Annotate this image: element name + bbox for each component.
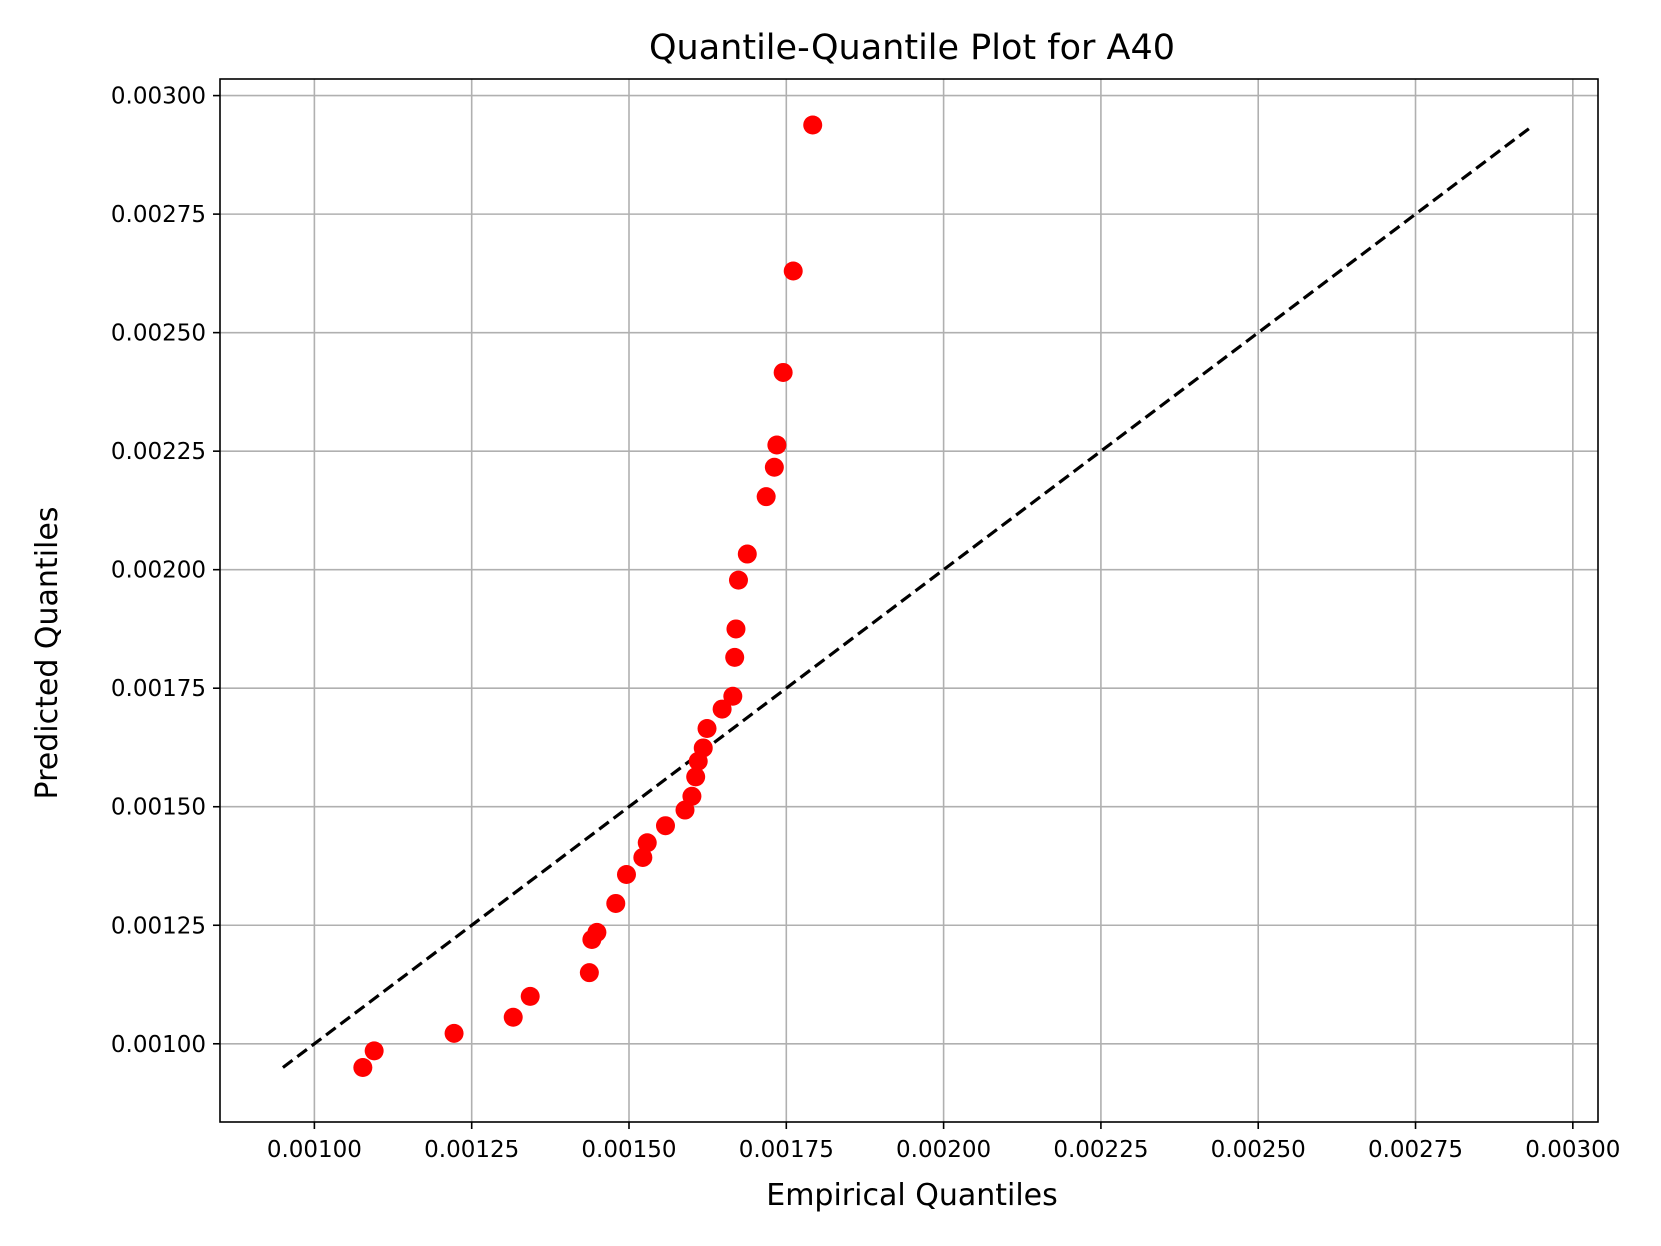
data-point bbox=[353, 1057, 373, 1077]
plot-frame bbox=[219, 78, 1599, 1123]
x-tick-label: 0.00200 bbox=[896, 1137, 991, 1163]
data-point bbox=[764, 457, 784, 477]
y-tick-label: 0.00300 bbox=[111, 84, 206, 110]
data-point bbox=[737, 544, 757, 564]
data-point bbox=[633, 847, 653, 867]
data-point bbox=[726, 619, 746, 639]
x-tick-label: 0.00125 bbox=[424, 1137, 519, 1163]
data-point bbox=[773, 362, 793, 382]
data-point bbox=[444, 1023, 464, 1043]
data-point bbox=[783, 261, 803, 281]
data-point bbox=[616, 865, 636, 885]
x-tick-label: 0.00100 bbox=[267, 1137, 362, 1163]
data-point bbox=[725, 647, 745, 667]
y-tick-label: 0.00175 bbox=[111, 676, 206, 702]
data-point bbox=[697, 719, 717, 739]
data-point bbox=[655, 816, 675, 836]
chart-title: Quantile-Quantile Plot for A40 bbox=[649, 28, 1175, 68]
data-point bbox=[686, 767, 706, 787]
reference-line-layer bbox=[281, 125, 1533, 1069]
data-point bbox=[503, 1007, 523, 1027]
y-tick-label: 0.00150 bbox=[111, 795, 206, 821]
data-point bbox=[682, 786, 702, 806]
grid bbox=[220, 79, 1598, 1122]
x-tick-label: 0.00175 bbox=[739, 1137, 834, 1163]
data-points bbox=[353, 115, 823, 1077]
y-axis: 0.00100 0.00125 0.00150 0.00175 0.00200 0.002… bbox=[111, 84, 220, 1058]
data-point bbox=[723, 686, 743, 706]
data-point bbox=[587, 922, 607, 942]
y-tick-label: 0.00275 bbox=[111, 202, 206, 228]
data-point bbox=[756, 487, 776, 507]
data-point bbox=[693, 738, 713, 758]
data-point bbox=[712, 699, 732, 719]
data-point bbox=[606, 893, 626, 913]
y-tick-label: 0.00225 bbox=[111, 439, 206, 465]
data-point bbox=[364, 1041, 384, 1061]
x-axis: 0.00100 0.00125 0.00150 0.00175 0.00200 0.002… bbox=[267, 1122, 1620, 1163]
x-tick-label: 0.00300 bbox=[1525, 1137, 1620, 1163]
y-tick-label: 0.00125 bbox=[111, 913, 206, 939]
x-tick-label: 0.00150 bbox=[581, 1137, 676, 1163]
x-tick-label: 0.00225 bbox=[1053, 1137, 1148, 1163]
data-point bbox=[579, 963, 599, 983]
y-tick-label: 0.00200 bbox=[111, 558, 206, 584]
reference-line bbox=[281, 125, 1533, 1069]
data-point bbox=[637, 833, 657, 853]
data-point bbox=[803, 115, 823, 135]
y-axis-title: Predicted Quantiles bbox=[30, 507, 65, 800]
data-point bbox=[520, 986, 540, 1006]
x-tick-label: 0.00250 bbox=[1211, 1137, 1306, 1163]
data-point bbox=[728, 570, 748, 590]
y-tick-label: 0.00100 bbox=[111, 1032, 206, 1058]
x-tick-label: 0.00275 bbox=[1368, 1137, 1463, 1163]
data-point bbox=[767, 435, 787, 455]
y-tick-label: 0.00250 bbox=[111, 321, 206, 347]
x-axis-title: Empirical Quantiles bbox=[766, 1178, 1058, 1213]
